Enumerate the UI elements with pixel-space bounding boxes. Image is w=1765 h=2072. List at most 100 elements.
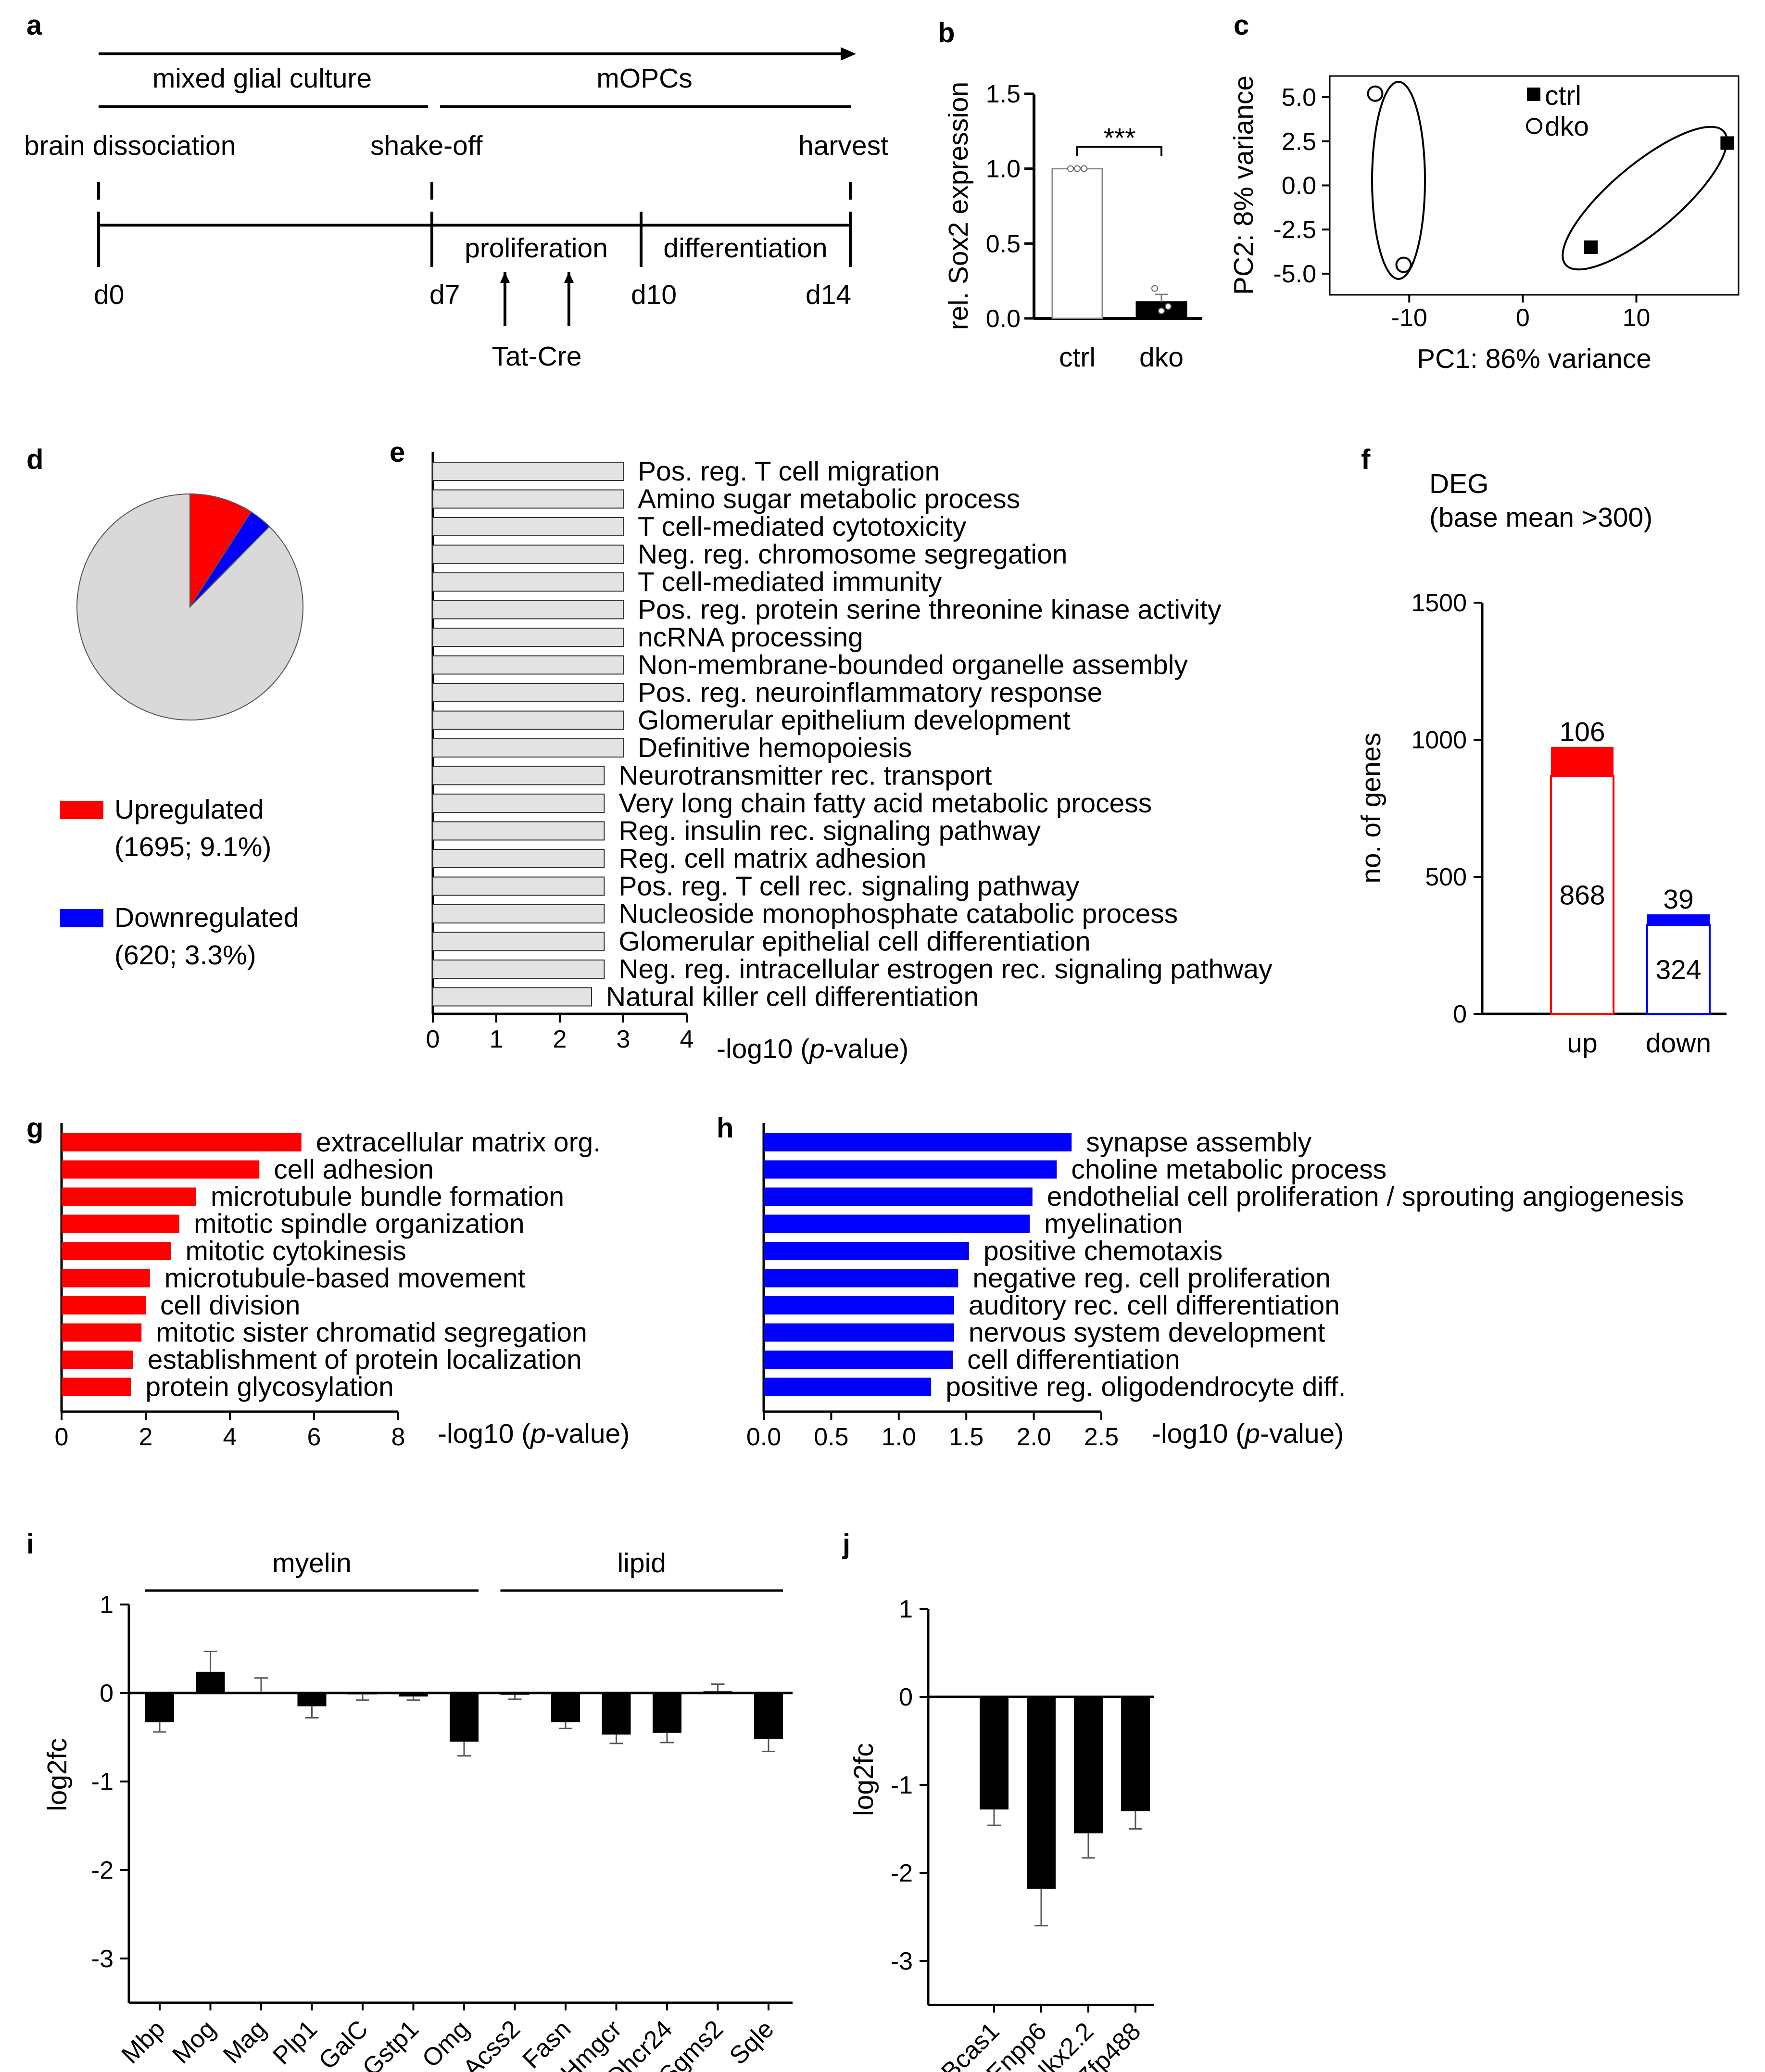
x-tick-label: Plp1 xyxy=(267,2015,323,2070)
bar-segment-base xyxy=(1646,924,1711,1015)
y-tick-label: -1 xyxy=(91,1768,113,1796)
category-label: mitotic cytokinesis xyxy=(186,1236,406,1266)
category-label: Glomerular epithelial cell differentiati… xyxy=(618,926,1090,957)
x-tick-label: dko xyxy=(1139,342,1184,373)
category-label: protein glycosylation xyxy=(145,1372,393,1402)
panel-a: a mixed glial culture mOPCs brain dissoc… xyxy=(24,10,888,372)
day-label: d0 xyxy=(94,279,124,310)
category-label: Pos. reg. T cell migration xyxy=(638,456,940,487)
pie-slice xyxy=(189,493,252,609)
bar xyxy=(1027,1697,1056,1889)
legend-swatch-down xyxy=(60,909,103,927)
bar xyxy=(764,1214,1030,1233)
legend-label-down: Downregulated xyxy=(114,902,299,933)
event-ticks xyxy=(97,182,852,200)
data-point xyxy=(1081,165,1087,172)
bar-segment-top xyxy=(1647,914,1710,925)
pie-slice xyxy=(76,493,303,720)
phase-label: mOPCs xyxy=(596,63,693,94)
bar xyxy=(432,932,605,951)
category-label: Reg. insulin rec. signaling pathway xyxy=(618,816,1041,846)
category-label: Natural killer cell differentiation xyxy=(606,982,979,1012)
x-tick-label: 10 xyxy=(1623,304,1651,332)
category-label: Neurotransmitter rec. transport xyxy=(618,760,992,791)
y-axis-label: log2fc xyxy=(42,1738,73,1811)
category-label: cell adhesion xyxy=(274,1154,434,1185)
bar xyxy=(764,1351,953,1369)
y-tick-label: -3 xyxy=(91,1945,113,1973)
bar xyxy=(764,1188,1033,1206)
x-tick-label: 4 xyxy=(223,1423,237,1451)
panel-d: d Upregulated (1695; 9.1%) Downregulated… xyxy=(26,444,303,971)
category-label: Pos. reg. T cell rec. signaling pathway xyxy=(618,871,1079,902)
x-tick-label: 0.5 xyxy=(814,1423,848,1451)
x-tick-label: 3 xyxy=(617,1025,630,1053)
x-tick-label: 0 xyxy=(426,1025,440,1053)
category-label: establishment of protein localization xyxy=(148,1344,582,1375)
x-tick-label: Mog xyxy=(167,2015,221,2069)
bar xyxy=(432,572,624,592)
significance-label: *** xyxy=(1104,123,1136,153)
panel-label-d: d xyxy=(26,444,43,475)
legend-marker-dko xyxy=(1526,118,1542,134)
bars: ctrl dko xyxy=(1034,165,1202,373)
data-point xyxy=(1165,303,1172,310)
category-label: positive chemotaxis xyxy=(983,1236,1223,1266)
bar xyxy=(432,821,605,841)
category-label: positive reg. oligodendrocyte diff. xyxy=(946,1372,1346,1402)
panel-h: h 0.0 0.5 1.0 1.5 2.0 2.5 synapse assemblychol… xyxy=(717,1112,1684,1451)
x-tick-label: 2 xyxy=(553,1025,567,1053)
category-label: ncRNA processing xyxy=(638,622,863,653)
timeline-arrow-head xyxy=(841,47,856,61)
y-tick-label: 0 xyxy=(899,1683,913,1711)
bar-value-label: 868 xyxy=(1559,880,1605,911)
bar xyxy=(432,987,592,1007)
x-axis-label: -log10 (p-value) xyxy=(1152,1418,1344,1449)
bar xyxy=(62,1188,196,1206)
stage-label: differentiation xyxy=(663,233,827,264)
category-label: choline metabolic process xyxy=(1071,1154,1387,1185)
panel-label-e: e xyxy=(390,437,405,468)
bar xyxy=(62,1377,131,1396)
y-tick-label: 0 xyxy=(1453,1000,1467,1028)
category-label: T cell-mediated cytotoxicity xyxy=(638,511,967,542)
bar xyxy=(432,738,624,758)
category-label: T cell-mediated immunity xyxy=(638,567,942,597)
plot-frame xyxy=(1329,75,1740,296)
data-point-dko xyxy=(1395,256,1412,273)
category-label: cell division xyxy=(160,1290,300,1321)
bar xyxy=(145,1693,174,1722)
x-tick-label: 0 xyxy=(1516,304,1530,332)
bar xyxy=(432,517,624,536)
category-label: auditory rec. cell differentiation xyxy=(969,1290,1340,1321)
bar xyxy=(62,1160,260,1179)
chart-subtitle: (base mean >300) xyxy=(1429,502,1652,533)
data-point-ctrl xyxy=(1584,240,1598,254)
bar xyxy=(432,766,605,785)
category-label: Glomerular epithelium development xyxy=(638,705,1071,736)
bar xyxy=(432,544,624,564)
y-axis-label: log2fc xyxy=(848,1743,879,1816)
bar xyxy=(754,1693,783,1739)
panel-label-j: j xyxy=(842,1529,850,1560)
legend-detail-down: (620; 3.3%) xyxy=(114,940,256,971)
event-label: shake-off xyxy=(370,130,483,161)
panel-label-b: b xyxy=(938,17,955,49)
panel-g: g 0 2 4 6 8 extracellular matrix org.cell adh… xyxy=(26,1112,630,1451)
data-point xyxy=(1067,165,1074,172)
legend-marker-ctrl xyxy=(1527,88,1540,101)
category-label: Neg. reg. chromosome segregation xyxy=(638,539,1067,570)
y-tick-label: 1.5 xyxy=(986,80,1021,108)
x-tick-label: 2.5 xyxy=(1084,1423,1119,1451)
x-axis-label: PC1: 86% variance xyxy=(1417,343,1652,374)
x-tick-label: Gstp1 xyxy=(357,2015,424,2072)
y-axis-label: PC2: 8% variance xyxy=(1228,76,1259,295)
bar xyxy=(432,904,605,923)
timeline-ticks xyxy=(97,212,852,267)
y-ticks: 0.0 0.5 1.0 1.5 xyxy=(986,80,1034,333)
bar xyxy=(62,1269,150,1288)
x-tick-label: Mag xyxy=(218,2015,272,2069)
x-tick-label: Mbp xyxy=(116,2015,171,2069)
